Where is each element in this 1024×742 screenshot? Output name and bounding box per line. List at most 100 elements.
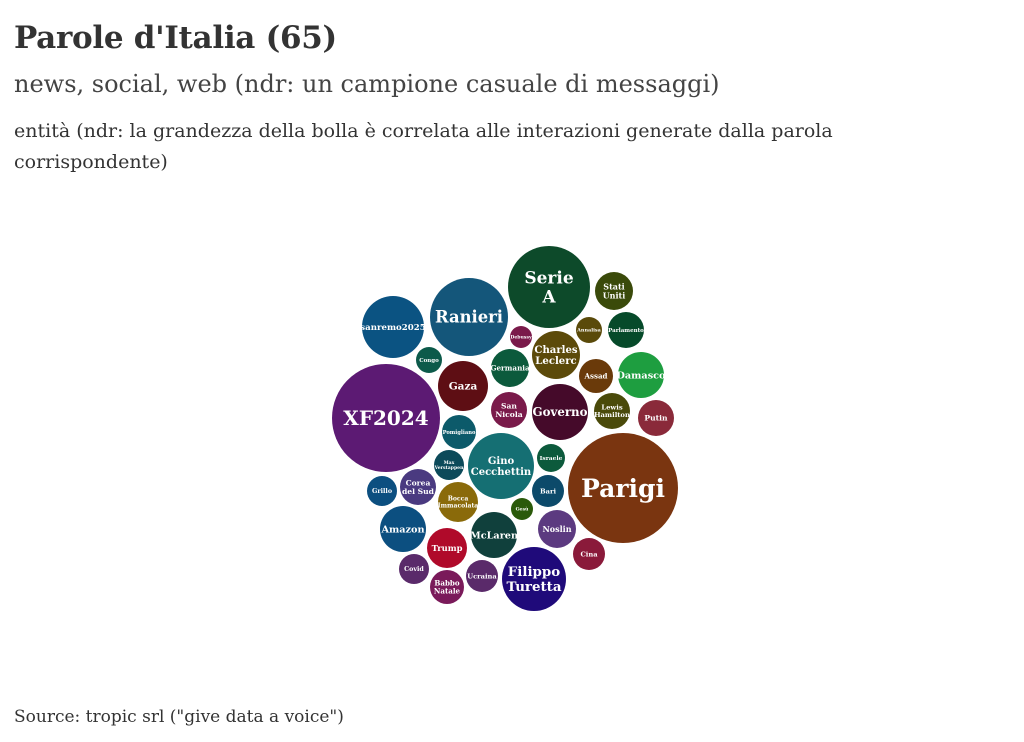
bubble-mclaren: McLaren	[470, 512, 518, 558]
bubble-serie-a: Serie A	[508, 246, 590, 328]
bubble-label: Covid	[404, 566, 424, 573]
bubble-circle	[434, 450, 464, 480]
bubble-circle	[416, 347, 442, 373]
bubble-circle	[491, 392, 527, 428]
chart-subtitle: news, social, web (ndr: un campione casu…	[14, 70, 720, 98]
bubble-circle	[466, 560, 498, 592]
bubble-label: San Nicola	[495, 401, 522, 419]
bubble-label: Gaza	[449, 381, 478, 393]
bubble-circle	[438, 482, 478, 522]
bubble-label: Bocca Immacolata	[438, 496, 479, 510]
bubble-circle	[573, 538, 605, 570]
bubble-circle	[532, 384, 588, 440]
bubble-gesu: Gesù	[511, 498, 533, 520]
bubble-lewis-hamilton: Lewis Hamilton	[594, 393, 630, 429]
bubble-label: Parigi	[581, 474, 665, 503]
bubble-label: Governo	[533, 405, 588, 419]
bubble-germania: Germania	[490, 349, 530, 387]
bubble-circle	[579, 359, 613, 393]
bubble-circle	[595, 272, 633, 310]
bubble-circle	[380, 506, 426, 552]
bubble-circle	[332, 364, 440, 472]
bubble-label: Cina	[580, 550, 598, 558]
bubble-parlamento: Parlamento	[608, 312, 644, 348]
bubble-covid: Covid	[399, 554, 429, 584]
bubble-label: Pomigliano	[443, 430, 476, 436]
bubble-circle	[468, 433, 534, 499]
bubble-israele: Israele	[537, 444, 565, 472]
bubble-label: Noslin	[542, 524, 571, 534]
bubble-circle	[510, 326, 532, 348]
bubble-label: Congo	[419, 358, 439, 364]
bubble-circle	[568, 433, 678, 543]
source-note: Source: tropic srl ("give data a voice")	[14, 707, 344, 727]
bubble-governo: Governo	[532, 384, 588, 440]
bubble-label: Babbo Natale	[434, 579, 461, 596]
bubble-cina: Cina	[573, 538, 605, 570]
bubble-label: Israele	[540, 455, 563, 462]
bubble-circle	[576, 317, 602, 343]
bubble-putin: Putin	[638, 400, 674, 436]
bubble-ucraina: Ucraina	[466, 560, 498, 592]
bubble-circle	[532, 475, 564, 507]
bubble-annalisa: Annalisa	[576, 317, 602, 343]
bubble-label: Serie A	[524, 268, 574, 307]
bubble-gaza: Gaza	[438, 361, 488, 411]
bubble-circle	[508, 246, 590, 328]
bubble-circle	[638, 400, 674, 436]
bubble-circle	[538, 510, 576, 548]
bubble-label: Charles Leclerc	[534, 344, 577, 367]
bubble-label: McLaren	[470, 530, 518, 541]
bubble-circle	[502, 547, 566, 611]
bubble-label: Grillo	[372, 488, 392, 495]
bubble-assad: Assad	[579, 359, 613, 393]
bubble-label: Trump	[432, 543, 463, 553]
bubble-label: Filippo Turetta	[506, 564, 561, 595]
bubble-san-nicola: San Nicola	[491, 392, 527, 428]
bubble-label: Ucraina	[467, 572, 497, 580]
bubble-label: Damasco	[616, 370, 666, 381]
bubble-circle	[537, 444, 565, 472]
bubble-trump: Trump	[427, 528, 467, 568]
bubble-circle	[532, 331, 580, 379]
bubble-congo: Congo	[416, 347, 442, 373]
bubble-circle	[362, 296, 424, 358]
bubble-noslin: Noslin	[538, 510, 576, 548]
bubble-bocca-immacolata: Bocca Immacolata	[438, 482, 479, 522]
bubble-debussy: Debussy	[510, 326, 532, 348]
bubble-babbo-natale: Babbo Natale	[430, 570, 464, 604]
bubble-circle	[594, 393, 630, 429]
bubble-grillo: Grillo	[367, 476, 397, 506]
bubble-label: Corea del Sud	[402, 478, 435, 496]
bubble-amazon: Amazon	[380, 506, 426, 552]
bubble-circle	[399, 554, 429, 584]
bubble-corea-del-sud: Corea del Sud	[400, 469, 436, 505]
bubble-circle	[427, 528, 467, 568]
bubble-circle	[438, 361, 488, 411]
bubble-circle	[511, 498, 533, 520]
bubble-parigi: Parigi	[568, 433, 678, 543]
bubble-circle	[471, 512, 517, 558]
bubble-filippo-turetta: Filippo Turetta	[502, 547, 566, 611]
bubble-circle	[442, 415, 476, 449]
bubble-label: Stati Uniti	[603, 281, 626, 300]
bubble-damasco: Damasco	[616, 352, 666, 398]
bubble-bari: Bari	[532, 475, 564, 507]
bubble-gino-cecchettin: Gino Cecchettin	[468, 433, 534, 499]
bubble-label: sanremo2025	[360, 323, 425, 333]
bubble-label: Gesù	[516, 506, 529, 513]
bubble-label: Ranieri	[435, 308, 503, 327]
bubble-circle	[400, 469, 436, 505]
chart-description: entità (ndr: la grandezza della bolla è …	[14, 120, 833, 173]
bubble-circle	[367, 476, 397, 506]
bubble-charles-leclerc: Charles Leclerc	[532, 331, 580, 379]
bubble-sanremo2025: sanremo2025	[360, 296, 426, 358]
bubble-label: Lewis Hamilton	[594, 404, 630, 420]
bubble-label: Max Verstappen	[434, 460, 465, 471]
bubble-circle	[491, 349, 529, 387]
chart-title: Parole d'Italia (65)	[14, 20, 337, 56]
bubble-ranieri: Ranieri	[430, 278, 508, 356]
bubble-circle	[430, 278, 508, 356]
bubble-label: Debussy	[510, 335, 532, 341]
